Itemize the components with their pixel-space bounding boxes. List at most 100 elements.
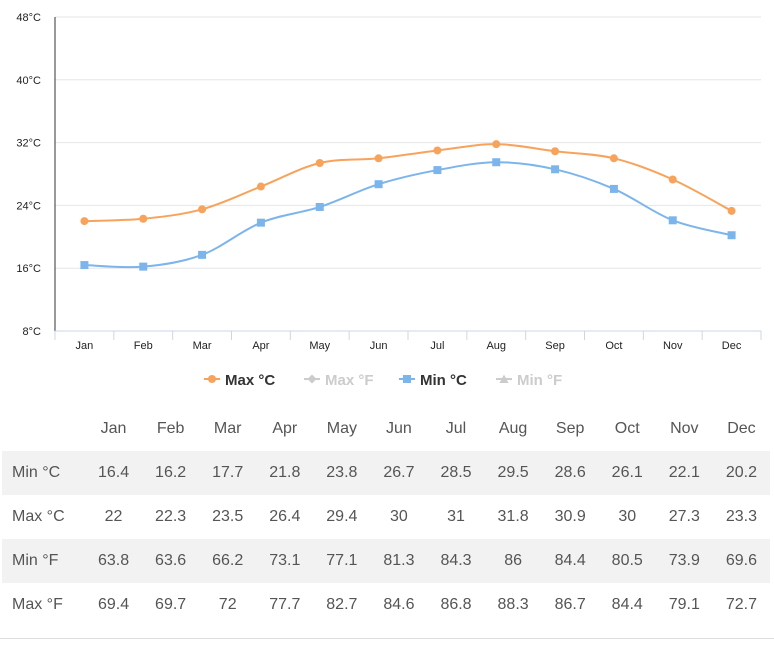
table-cell: 29.4 (326, 508, 358, 525)
table-cell: 63.8 (97, 552, 130, 569)
table-cell: 77.7 (269, 596, 301, 613)
table-cell: 72.7 (725, 596, 757, 613)
table-cell: 31 (447, 508, 465, 525)
series-line-max-c (84, 143, 733, 223)
series-layer (80, 140, 736, 271)
x-tick-label: Sep (545, 340, 565, 352)
table-cell: 23.5 (212, 508, 244, 525)
data-point-max-c (433, 146, 442, 155)
data-point-min-c (315, 202, 324, 211)
data-table: Jan Feb Mar Apr May Jun Jul Aug Sep Oct Nov Dec Min… (2, 407, 770, 627)
table-cell: 86 (504, 552, 522, 569)
data-point-max-c (374, 154, 383, 163)
table-column-header: Dec (727, 420, 756, 437)
data-point-max-c (315, 159, 324, 168)
table-row: Min °C 16.4 16.2 17.7 21.8 23.8 26.7 28.5 29.5 28… (2, 451, 770, 495)
data-point-min-c (80, 261, 89, 270)
table-cell: 69.6 (725, 552, 757, 569)
data-point-min-c (256, 218, 265, 227)
data-point-min-c (668, 216, 677, 225)
table-column-header: Aug (498, 420, 528, 437)
y-tick-label: 24°C (16, 200, 41, 212)
table-row-label: Min °F (12, 552, 59, 569)
table-cell: 86.8 (440, 596, 472, 613)
table-cell: 84.6 (383, 596, 415, 613)
table-cell: 81.3 (383, 552, 415, 569)
x-tick-label: Oct (605, 340, 622, 352)
axis-layer: 8°C 16°C 24°C 32°C 40°C 48°C Jan Feb Mar Apr May Ju… (16, 12, 762, 352)
y-tick-label: 40°C (16, 75, 41, 87)
table-cell: 16.4 (97, 464, 130, 481)
table-cell: 26.4 (269, 508, 301, 525)
data-point-max-c (551, 147, 560, 156)
legend-label: Max °C (225, 372, 275, 389)
table-cell: 26.7 (383, 464, 415, 481)
table-cell: 22.3 (155, 508, 187, 525)
table-column-header: Mar (213, 420, 242, 437)
x-tick-label: Jan (76, 340, 94, 352)
table-cell: 23.3 (725, 508, 757, 525)
data-point-min-c (374, 180, 383, 189)
table-cell: 66.2 (212, 552, 244, 569)
data-point-max-c (139, 214, 148, 223)
legend-item-max-f[interactable]: Max °F (304, 372, 374, 389)
table-column-header: Apr (272, 420, 298, 437)
data-point-min-c (139, 262, 148, 271)
legend-item-min-f[interactable]: Min °F (496, 372, 562, 389)
table-row-label: Min °C (12, 464, 61, 481)
x-tick-label: Aug (486, 340, 506, 352)
table-cell: 21.8 (269, 464, 301, 481)
data-point-min-c (492, 158, 501, 167)
table-header-row: Jan Feb Mar Apr May Jun Jul Aug Sep Oct Nov Dec (2, 407, 770, 451)
table-column-header: Oct (614, 420, 640, 437)
table-cell: 86.7 (554, 596, 586, 613)
table-cell: 28.6 (554, 464, 586, 481)
temperature-chart: 8°C 16°C 24°C 32°C 40°C 48°C Jan Feb Mar Apr May Ju… (16, 12, 762, 389)
table-cell: 88.3 (497, 596, 529, 613)
x-tick-label: Jun (370, 340, 388, 352)
table-cell: 73.1 (269, 552, 301, 569)
data-point-min-c (551, 165, 560, 174)
table-cell: 23.8 (326, 464, 358, 481)
table-cell: 17.7 (212, 464, 244, 481)
x-tick-label: Jul (430, 340, 444, 352)
table-cell: 82.7 (326, 596, 358, 613)
table-cell: 29.5 (497, 464, 529, 481)
legend-item-max-c[interactable]: Max °C (204, 372, 275, 389)
table-column-header: Nov (670, 420, 699, 437)
table-cell: 16.2 (155, 464, 187, 481)
divider (0, 638, 774, 639)
legend-item-min-c[interactable]: Min °C (399, 372, 467, 389)
y-tick-label: 16°C (16, 263, 41, 275)
legend: Max °C Max °F Min °C Min °F (204, 372, 562, 389)
table-cell: 31.8 (497, 508, 529, 525)
table-cell: 26.1 (611, 464, 643, 481)
table-cell: 84.3 (440, 552, 472, 569)
table-cell: 22 (104, 508, 123, 525)
legend-label: Min °F (517, 372, 562, 389)
legend-marker-icon (208, 375, 216, 383)
y-tick-label: 8°C (23, 326, 42, 338)
table-cell: 69.7 (155, 596, 187, 613)
y-tick-label: 32°C (16, 138, 41, 150)
table-cell: 77.1 (326, 552, 358, 569)
data-point-max-c (256, 182, 265, 191)
data-point-max-c (492, 140, 501, 149)
data-point-max-c (609, 154, 618, 163)
data-point-min-c (198, 250, 207, 259)
legend-label: Max °F (325, 372, 374, 389)
table-body: Min °C 16.4 16.2 17.7 21.8 23.8 26.7 28.5 29.5 28… (2, 451, 770, 627)
table-cell: 63.6 (155, 552, 187, 569)
table-cell: 20.2 (725, 464, 757, 481)
table-column-header: Jun (386, 420, 412, 437)
table-cell: 79.1 (668, 596, 700, 613)
table-cell: 30.9 (554, 508, 586, 525)
x-tick-label: Feb (134, 340, 153, 352)
table-column-header: Jul (445, 420, 467, 437)
table-column-header: Sep (555, 420, 585, 437)
table-cell: 22.1 (668, 464, 700, 481)
table-cell: 80.5 (611, 552, 643, 569)
table-cell: 69.4 (97, 596, 130, 613)
table-row-label: Max °F (12, 596, 63, 613)
data-point-min-c (727, 231, 736, 240)
